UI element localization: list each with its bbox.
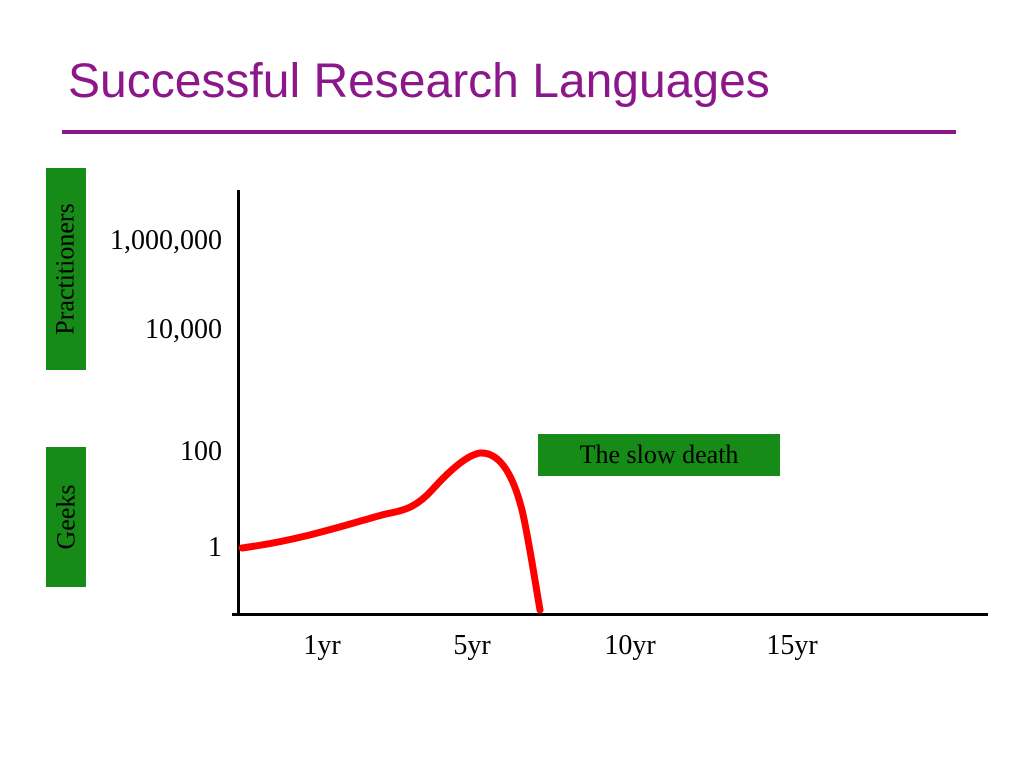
x-tick: 10yr — [580, 630, 680, 662]
y-tick: 100 — [0, 436, 222, 468]
y-tick: 1,000,000 — [0, 225, 222, 257]
callout-slow-death: The slow death — [538, 434, 780, 476]
y-tick: 1 — [0, 532, 222, 564]
page-title: Successful Research Languages — [68, 54, 770, 109]
title-underline — [62, 130, 956, 134]
x-tick: 15yr — [742, 630, 842, 662]
y-badge-geeks: Geeks — [46, 447, 86, 587]
x-tick: 5yr — [432, 630, 512, 662]
curve-path — [242, 453, 540, 610]
slide: Successful Research Languages Practition… — [0, 0, 1024, 768]
curve — [232, 190, 992, 620]
x-tick: 1yr — [282, 630, 362, 662]
y-tick: 10,000 — [0, 314, 222, 346]
